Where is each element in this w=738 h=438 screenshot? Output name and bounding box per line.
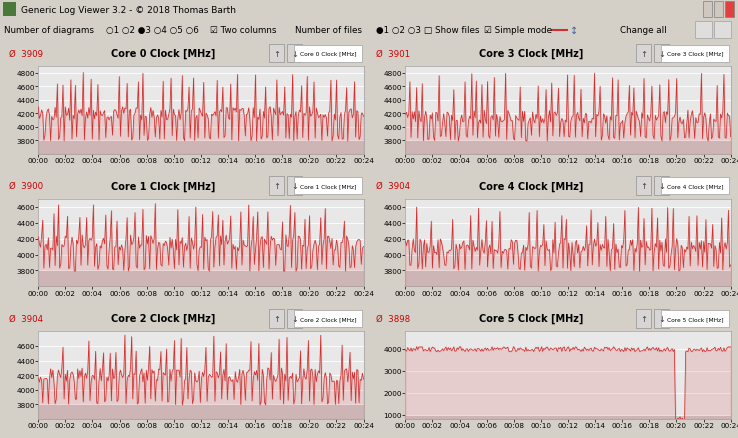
Bar [38,141,364,155]
Text: Core 4 Clock [MHz]: Core 4 Clock [MHz] [478,181,583,191]
Text: ↑: ↑ [640,49,647,59]
Text: ↑: ↑ [273,182,280,191]
Text: Core 2 Clock [MHz]: Core 2 Clock [MHz] [111,314,215,324]
Bar [287,45,302,64]
Text: Change all: Change all [620,26,666,35]
Text: Ø  3904: Ø 3904 [376,182,410,191]
Bar [655,177,669,196]
Text: ↓: ↓ [291,49,298,59]
Text: ●1 ○2 ○3: ●1 ○2 ○3 [376,26,421,35]
Bar [405,415,731,419]
Text: Core 1 Clock [MHz]: Core 1 Clock [MHz] [300,184,356,189]
Text: Ø  3900: Ø 3900 [9,182,44,191]
Bar [703,2,712,18]
Bar [655,45,669,64]
Text: Number of files: Number of files [295,26,362,35]
Text: ↓: ↓ [291,314,298,323]
Text: Number of diagrams: Number of diagrams [4,26,94,35]
Text: Ø  3901: Ø 3901 [376,49,410,59]
Text: ↑: ↑ [640,314,647,323]
Text: ↑: ↑ [273,314,280,323]
Bar [269,45,283,64]
Bar [405,271,731,287]
Text: Core 5 Clock [MHz]: Core 5 Clock [MHz] [666,316,723,321]
Text: ↑: ↑ [640,182,647,191]
Text: ↓: ↓ [291,182,298,191]
Text: Core 3 Clock [MHz]: Core 3 Clock [MHz] [666,52,723,57]
Bar [636,45,651,64]
Bar [725,2,734,18]
Bar [405,141,731,155]
Text: Core 1 Clock [MHz]: Core 1 Clock [MHz] [111,181,215,191]
Text: ☑ Two columns: ☑ Two columns [210,26,277,35]
Text: ↓: ↓ [658,182,665,191]
Bar [714,2,723,18]
Text: Core 0 Clock [MHz]: Core 0 Clock [MHz] [111,49,215,59]
Text: Ø  3909: Ø 3909 [9,49,43,59]
Text: Core 3 Clock [MHz]: Core 3 Clock [MHz] [478,49,583,59]
Bar [714,22,731,39]
Text: ○1 ○2 ●3 ○4 ○5 ○6: ○1 ○2 ●3 ○4 ○5 ○6 [106,26,199,35]
Bar [636,309,651,328]
Text: ↓: ↓ [658,314,665,323]
Text: Core 5 Clock [MHz]: Core 5 Clock [MHz] [478,314,583,324]
Text: Ø  3904: Ø 3904 [9,314,44,323]
Bar [269,177,283,196]
Bar [655,309,669,328]
Text: Ø  3898: Ø 3898 [376,314,410,323]
Text: ↕: ↕ [570,26,578,35]
Bar [269,309,283,328]
Bar [38,271,364,287]
Bar [695,22,712,39]
Text: Core 2 Clock [MHz]: Core 2 Clock [MHz] [300,316,356,321]
Text: ↑: ↑ [273,49,280,59]
Text: ☑ Simple mode: ☑ Simple mode [484,26,552,35]
Bar [3,3,16,17]
Bar [287,309,302,328]
Text: ↓: ↓ [658,49,665,59]
Text: Generic Log Viewer 3.2 - © 2018 Thomas Barth: Generic Log Viewer 3.2 - © 2018 Thomas B… [21,6,235,14]
Text: Core 4 Clock [MHz]: Core 4 Clock [MHz] [666,184,723,189]
Text: □ Show files: □ Show files [424,26,480,35]
Bar [38,404,364,419]
Text: Core 0 Clock [MHz]: Core 0 Clock [MHz] [300,52,356,57]
Bar [287,177,302,196]
Bar [636,177,651,196]
